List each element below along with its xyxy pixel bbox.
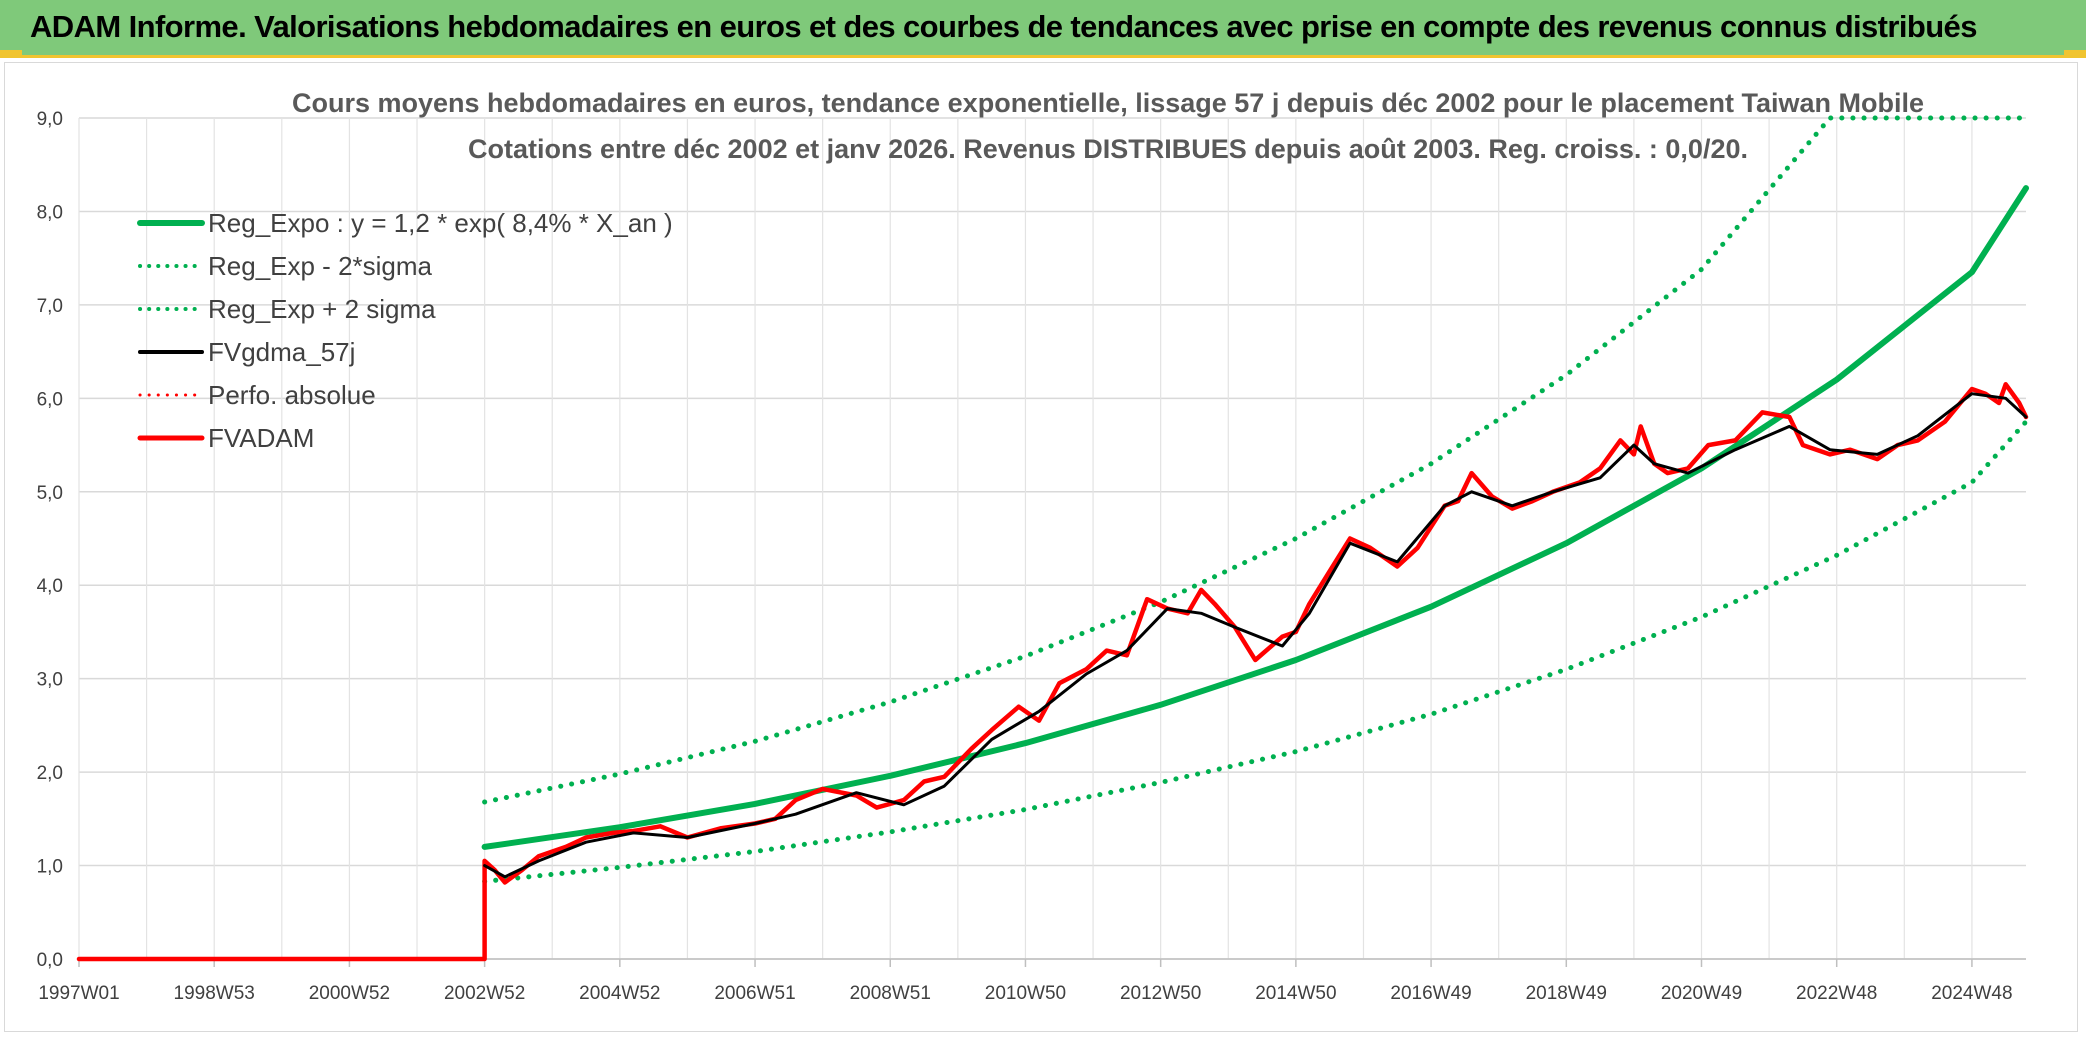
x-tick-label: 2018W49 — [1526, 983, 1607, 1004]
legend-label: Reg_Expo : y = 1,2 * exp( 8,4% * X_an ) — [208, 208, 673, 238]
x-tick-label: 2010W50 — [985, 983, 1066, 1004]
x-tick-label: 2022W48 — [1796, 983, 1877, 1004]
report-banner: ADAM Informe. Valorisations hebdomadaire… — [0, 0, 2086, 58]
chart-axes: 0,0 1,0 2,0 3,0 4,0 5,0 6,0 7,0 8,0 9,0 1997W01 199… — [37, 109, 2026, 1004]
legend-label: FVgdma_57j — [208, 337, 355, 367]
y-tick-label: 4,0 — [37, 576, 63, 597]
series-reg-plus-2sigma — [482, 115, 2029, 805]
x-tick-label: 2006W51 — [714, 983, 795, 1004]
y-tick-label: 0,0 — [37, 950, 63, 971]
x-tick-label: 2004W52 — [579, 983, 660, 1004]
x-tick-label: 1998W53 — [174, 983, 255, 1004]
x-tick-label: 1997W01 — [38, 983, 119, 1004]
x-tick-label: 2024W48 — [1931, 983, 2012, 1004]
y-tick-label: 3,0 — [37, 670, 63, 691]
y-tick-label: 2,0 — [37, 763, 63, 784]
series-fvadam — [76, 382, 2029, 962]
banner-accent-left — [0, 50, 22, 58]
x-tick-label: 2000W52 — [309, 983, 390, 1004]
legend-label: Perfo. absolue — [208, 380, 376, 410]
banner-accent-right — [2064, 50, 2086, 58]
report-title: ADAM Informe. Valorisations hebdomadaire… — [30, 9, 1977, 44]
chart-frame — [4, 62, 2078, 1032]
y-tick-label: 5,0 — [37, 483, 63, 504]
x-tick-label: 2020W49 — [1661, 983, 1742, 1004]
x-tick-label: 2012W50 — [1120, 983, 1201, 1004]
y-tick-label: 6,0 — [37, 389, 63, 410]
x-tick-label: 2016W49 — [1390, 983, 1471, 1004]
series-reg-expo — [481, 185, 2029, 850]
y-tick-label: 7,0 — [37, 296, 63, 317]
legend-label: FVADAM — [208, 423, 314, 453]
chart-title-line2: Cotations entre déc 2002 et janv 2026. R… — [468, 134, 1748, 164]
series-reg-minus-2sigma — [482, 419, 2029, 884]
legend-label: Reg_Exp + 2 sigma — [208, 294, 436, 324]
legend-label: Reg_Exp - 2*sigma — [208, 251, 433, 281]
chart-title-line1: Cours moyens hebdomadaires en euros, ten… — [292, 88, 1924, 118]
chart-series — [76, 115, 2029, 962]
chart-grid — [78, 117, 2026, 960]
y-tick-label: 9,0 — [37, 109, 63, 130]
y-tick-label: 8,0 — [37, 202, 63, 223]
chart-legend: Reg_Expo : y = 1,2 * exp( 8,4% * X_an ) R… — [137, 208, 673, 453]
x-tick-label: 2008W51 — [850, 983, 931, 1004]
series-fvgdma-57j — [483, 392, 2028, 879]
x-tick-label: 2014W50 — [1255, 983, 1336, 1004]
y-tick-label: 1,0 — [37, 857, 63, 878]
x-tick-label: 2002W52 — [444, 983, 525, 1004]
